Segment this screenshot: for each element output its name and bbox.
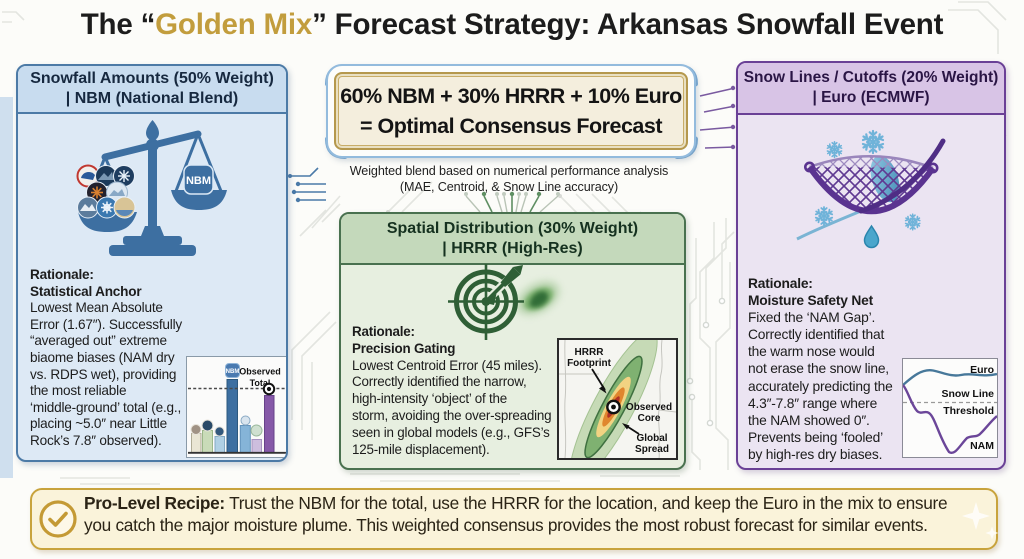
svg-text:Global: Global xyxy=(636,433,667,444)
svg-text:Footprint: Footprint xyxy=(567,358,612,369)
svg-text:HRRR: HRRR xyxy=(575,347,605,358)
svg-text:Observed: Observed xyxy=(239,367,281,377)
svg-text:Threshold: Threshold xyxy=(943,405,994,417)
svg-text:Euro: Euro xyxy=(970,364,994,376)
svg-text:Snow Line: Snow Line xyxy=(942,388,995,400)
svg-text:Total: Total xyxy=(250,378,271,388)
svg-text:Observed: Observed xyxy=(626,402,672,413)
svg-text:NBM: NBM xyxy=(226,369,240,375)
svg-text:Core: Core xyxy=(638,413,661,424)
svg-text:NAM: NAM xyxy=(970,440,994,452)
svg-text:NBM: NBM xyxy=(186,175,211,187)
svg-text:Spread: Spread xyxy=(635,444,669,455)
